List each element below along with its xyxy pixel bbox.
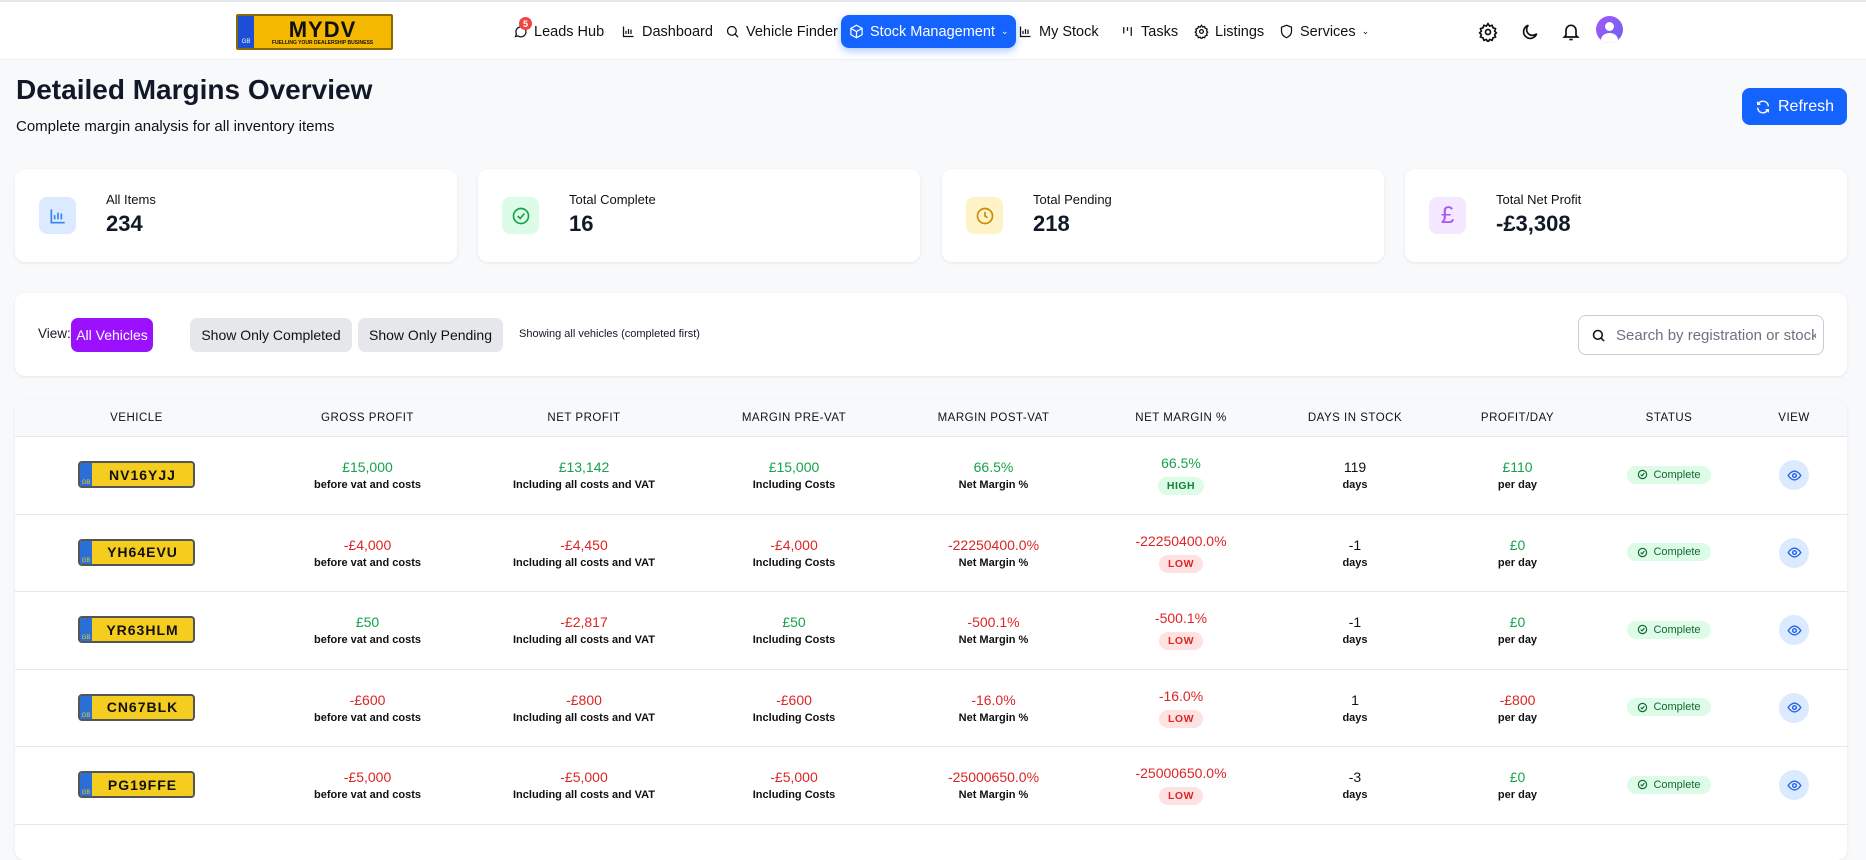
column-header[interactable]: PROFIT/DAY: [1480, 412, 1555, 424]
margin-level-badge: HIGH: [1157, 477, 1205, 496]
status-badge: Complete: [1627, 620, 1711, 639]
search-input[interactable]: [1616, 326, 1816, 344]
top-navbar: GB MYDV FUELLING YOUR DEALERSHIP BUSINES…: [0, 0, 1866, 60]
stat-card: All Items 234: [15, 169, 457, 262]
column-header[interactable]: DAYS IN STOCK: [1307, 412, 1403, 424]
column-header[interactable]: NET MARGIN %: [1135, 412, 1227, 424]
search-icon: [726, 25, 739, 38]
stat-card: Total Complete 16: [478, 169, 920, 262]
search-box[interactable]: [1578, 315, 1824, 355]
bar-chart-icon: [50, 208, 65, 223]
table-row: GB CN67BLK -£600 before vat and costs -£800…: [15, 670, 1847, 747]
avatar[interactable]: [1596, 16, 1623, 43]
registration-plate[interactable]: GB YH64EVU: [78, 538, 195, 566]
view-label: View:: [38, 326, 71, 341]
notification-badge: 5: [519, 17, 532, 30]
filter-note: Showing all vehicles (completed first): [519, 328, 700, 340]
eye-icon: [1786, 780, 1802, 791]
chevron-down-icon: ⌄: [1361, 26, 1370, 36]
all-vehicles-button[interactable]: All Vehicles: [71, 318, 153, 352]
column-header[interactable]: MARGIN POST-VAT: [937, 412, 1050, 424]
tasks-icon: [1123, 27, 1132, 36]
view-button[interactable]: [1779, 770, 1809, 801]
table-row: GB YR63HLM £50 before vat and costs -£2,817…: [15, 592, 1847, 670]
view-button[interactable]: [1779, 460, 1809, 491]
search-icon: [1592, 329, 1605, 342]
table-row: GB YH64EVU -£4,000 before vat and costs -£4…: [15, 515, 1847, 592]
stat-card: £ Total Net Profit -£3,308: [1405, 169, 1847, 262]
check-circle-icon: [512, 207, 529, 224]
nav-listings[interactable]: Listings: [1186, 15, 1272, 48]
column-header[interactable]: STATUS: [1645, 412, 1693, 424]
mydv-logo[interactable]: GB MYDV FUELLING YOUR DEALERSHIP BUSINES…: [236, 14, 393, 50]
registration-plate[interactable]: GB YR63HLM: [78, 616, 195, 644]
column-header[interactable]: VIEW: [1778, 412, 1810, 424]
shield-icon: [1280, 24, 1293, 39]
bar-chart-icon: [622, 26, 634, 38]
check-circle-icon: [1638, 779, 1648, 790]
page-title: Detailed Margins Overview: [16, 74, 373, 105]
chevron-down-icon: ⌄: [1000, 26, 1009, 36]
status-badge: Complete: [1627, 465, 1711, 484]
check-circle-icon: [1638, 547, 1648, 557]
view-button[interactable]: [1779, 615, 1809, 646]
column-header[interactable]: MARGIN PRE-VAT: [741, 412, 847, 424]
clock-icon: [976, 207, 993, 224]
registration-plate[interactable]: GB CN67BLK: [78, 693, 195, 721]
margins-table: VEHICLE GROSS PROFIT NET PROFIT MARGIN PRE-…: [15, 400, 1847, 860]
status-badge: Complete: [1627, 543, 1711, 561]
page-subtitle: Complete margin analysis for all invento…: [16, 118, 335, 135]
stat-card: Total Pending 218: [942, 169, 1384, 262]
eye-icon: [1786, 702, 1802, 713]
column-header[interactable]: VEHICLE: [110, 412, 163, 424]
margin-level-badge: LOW: [1159, 787, 1203, 806]
show-only-pending-button[interactable]: Show Only Pending: [358, 318, 503, 352]
registration-plate[interactable]: GB PG19FFE: [78, 771, 195, 799]
nav-tasks[interactable]: Tasks: [1112, 15, 1186, 48]
nav-services[interactable]: Services ⌄: [1271, 15, 1377, 48]
refresh-icon: [1756, 100, 1769, 113]
status-badge: Complete: [1627, 775, 1711, 794]
nav-vehicle-finder[interactable]: Vehicle Finder: [717, 15, 846, 48]
view-filter-bar: View: All Vehicles Show Only Completed S…: [15, 293, 1847, 376]
status-badge: Complete: [1627, 698, 1711, 716]
bar-chart-icon: [1019, 26, 1031, 38]
bell-icon[interactable]: [1561, 22, 1581, 42]
nav-dashboard[interactable]: Dashboard: [613, 15, 721, 48]
show-only-completed-button[interactable]: Show Only Completed: [190, 318, 352, 352]
refresh-button[interactable]: Refresh: [1742, 88, 1847, 125]
gear-icon[interactable]: [1478, 22, 1498, 42]
margin-level-badge: LOW: [1159, 709, 1203, 728]
gear-icon: [1194, 24, 1209, 39]
margin-level-badge: LOW: [1159, 554, 1203, 573]
nav-my-stock[interactable]: My Stock: [1010, 15, 1107, 48]
check-circle-icon: [1638, 702, 1648, 712]
box-icon: [850, 24, 863, 39]
eye-icon: [1786, 547, 1802, 558]
nav-leads-hub[interactable]: 5 Leads Hub: [505, 15, 612, 48]
column-header[interactable]: GROSS PROFIT: [321, 412, 414, 424]
check-circle-icon: [1638, 469, 1648, 480]
moon-icon[interactable]: [1520, 22, 1540, 42]
pound-icon: £: [1440, 201, 1455, 229]
eye-icon: [1786, 625, 1802, 636]
column-header[interactable]: NET PROFIT: [547, 412, 621, 424]
nav-stock-management[interactable]: Stock Management ⌄: [841, 15, 1017, 48]
table-header: VEHICLE GROSS PROFIT NET PROFIT MARGIN PRE-…: [15, 400, 1847, 437]
view-button[interactable]: [1779, 537, 1809, 568]
check-circle-icon: [1638, 624, 1648, 635]
margin-level-badge: LOW: [1159, 632, 1203, 651]
registration-plate[interactable]: GB NV16YJJ: [78, 461, 195, 489]
table-row: GB NV16YJJ £15,000 before vat and costs £13…: [15, 437, 1847, 515]
eye-icon: [1786, 470, 1802, 481]
view-button[interactable]: [1779, 692, 1809, 723]
table-row: GB PG19FFE -£5,000 before vat and costs -£5…: [15, 747, 1847, 825]
